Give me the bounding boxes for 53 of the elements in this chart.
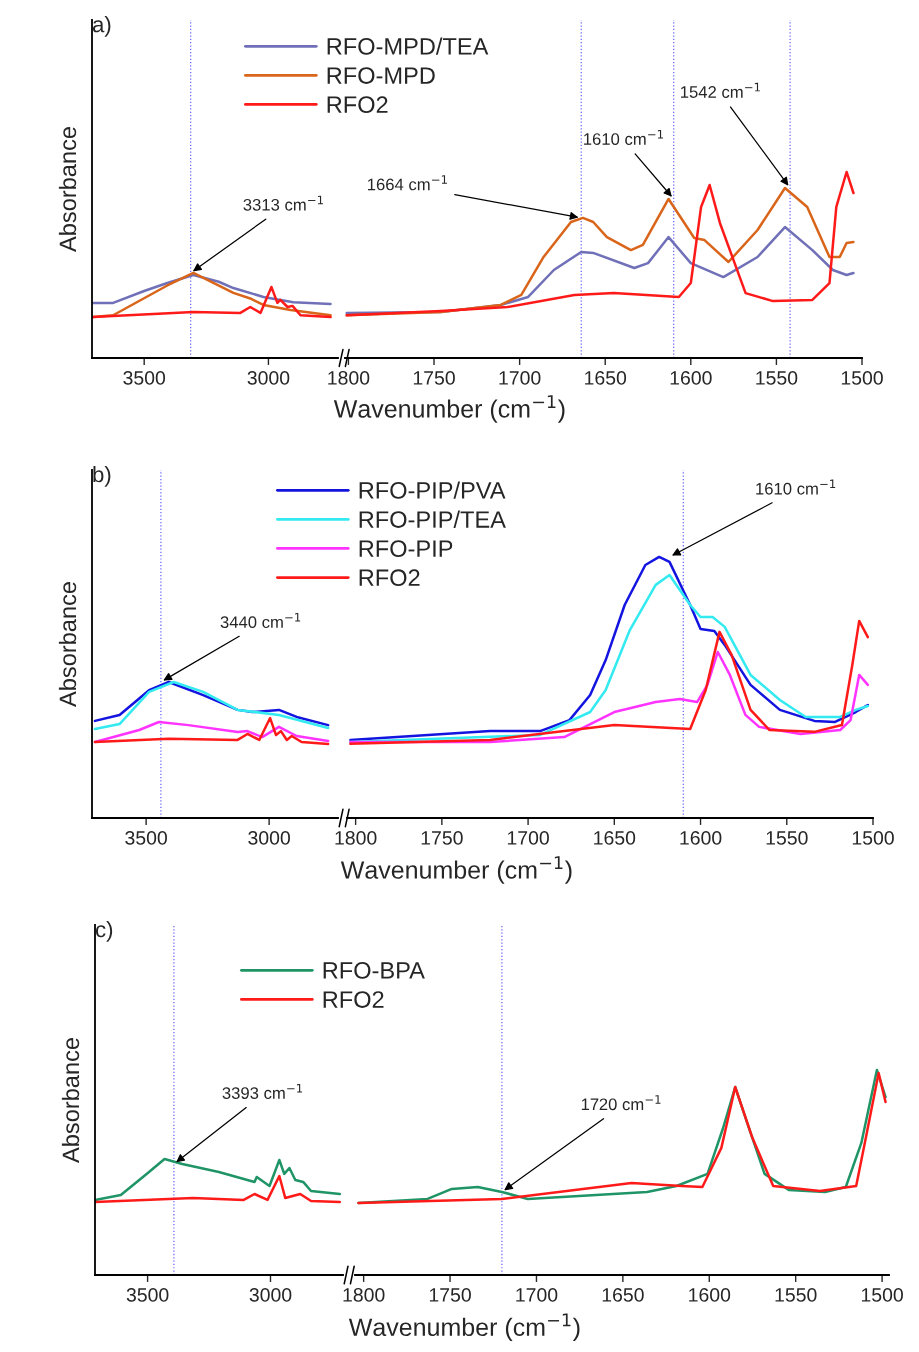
legend-label: RFO2 [323, 991, 384, 1008]
legend-label: RFO-PIP/PVA [359, 481, 506, 499]
annotation: 1664 cm$^{−1}$ [367, 175, 447, 191]
x-tick-label: 3500 [125, 831, 167, 845]
x-tick-label: 1600 [689, 1288, 731, 1302]
chart-title: a) [92, 16, 111, 37]
x-tick-label: 1800 [343, 1288, 385, 1302]
x-tick-label: 1700 [516, 1288, 558, 1302]
x-tick-label: 1650 [602, 1288, 644, 1302]
x-tick-label: 3000 [249, 1288, 292, 1302]
x-tick-label: 1750 [429, 1288, 471, 1302]
x-tick-label: 1550 [756, 371, 798, 385]
annotation: 3440 cm$^{−1}$ [220, 612, 301, 629]
x-tick-label: 3000 [248, 831, 290, 845]
x-tick-label: 1800 [328, 371, 370, 385]
legend-label: RFO-PIP/TEA [359, 510, 506, 528]
x-tick-label: 1800 [335, 831, 377, 845]
chart-title: c) [95, 921, 113, 942]
legend-label: RFO-MPD [327, 67, 435, 84]
x-tick-label: 1700 [499, 371, 541, 385]
x-axis-title: Wavenumber (cm$^{−1}$) [340, 856, 572, 884]
annotation: 1610 cm$^{−1}$ [584, 129, 663, 145]
annotation: 3313 cm$^{−1}$ [243, 195, 323, 211]
x-tick-label: 3000 [247, 371, 290, 385]
x-tick-label: 1600 [670, 371, 712, 385]
x-tick-label: 1500 [852, 831, 894, 845]
x-tick-label: 1750 [413, 371, 455, 385]
x-axis-title: Wavenumber (cm$^{−1}$) [333, 395, 565, 423]
annotation: 1720 cm$^{−1}$ [581, 1095, 661, 1111]
x-tick-label: 1750 [421, 831, 463, 845]
x-axis-title: Wavenumber (cm$^{−1}$) [348, 1313, 580, 1341]
x-tick-label: 3500 [126, 1288, 169, 1302]
x-tick-label: 1700 [507, 831, 549, 845]
x-tick-label: 1500 [861, 1288, 903, 1302]
legend-label: RFO-PIP [359, 540, 453, 557]
annotation: 1610 cm$^{−1}$ [756, 479, 836, 495]
x-tick-label: 1550 [766, 831, 808, 845]
x-tick-label: 1550 [775, 1288, 817, 1302]
x-tick-label: 3500 [123, 371, 166, 385]
x-tick-label: 1650 [585, 371, 627, 385]
x-tick-label: 1500 [841, 371, 883, 385]
legend-label: RFO-MPD/TEA [327, 37, 489, 55]
x-tick-label: 1650 [594, 831, 636, 845]
chart-title: b) [93, 466, 111, 487]
annotation: 3393 cm$^{−1}$ [222, 1083, 303, 1099]
legend-label: RFO2 [359, 569, 420, 587]
annotation: 1542 cm$^{−1}$ [681, 82, 760, 98]
legend-label: RFO2 [327, 96, 388, 113]
legend-label: RFO-BPA [323, 962, 425, 979]
y-axis-title: Absorbance [61, 1038, 80, 1163]
x-tick-label: 1600 [680, 831, 722, 845]
y-axis-title: Absorbance [58, 127, 77, 252]
y-axis-title: Absorbance [58, 582, 77, 707]
